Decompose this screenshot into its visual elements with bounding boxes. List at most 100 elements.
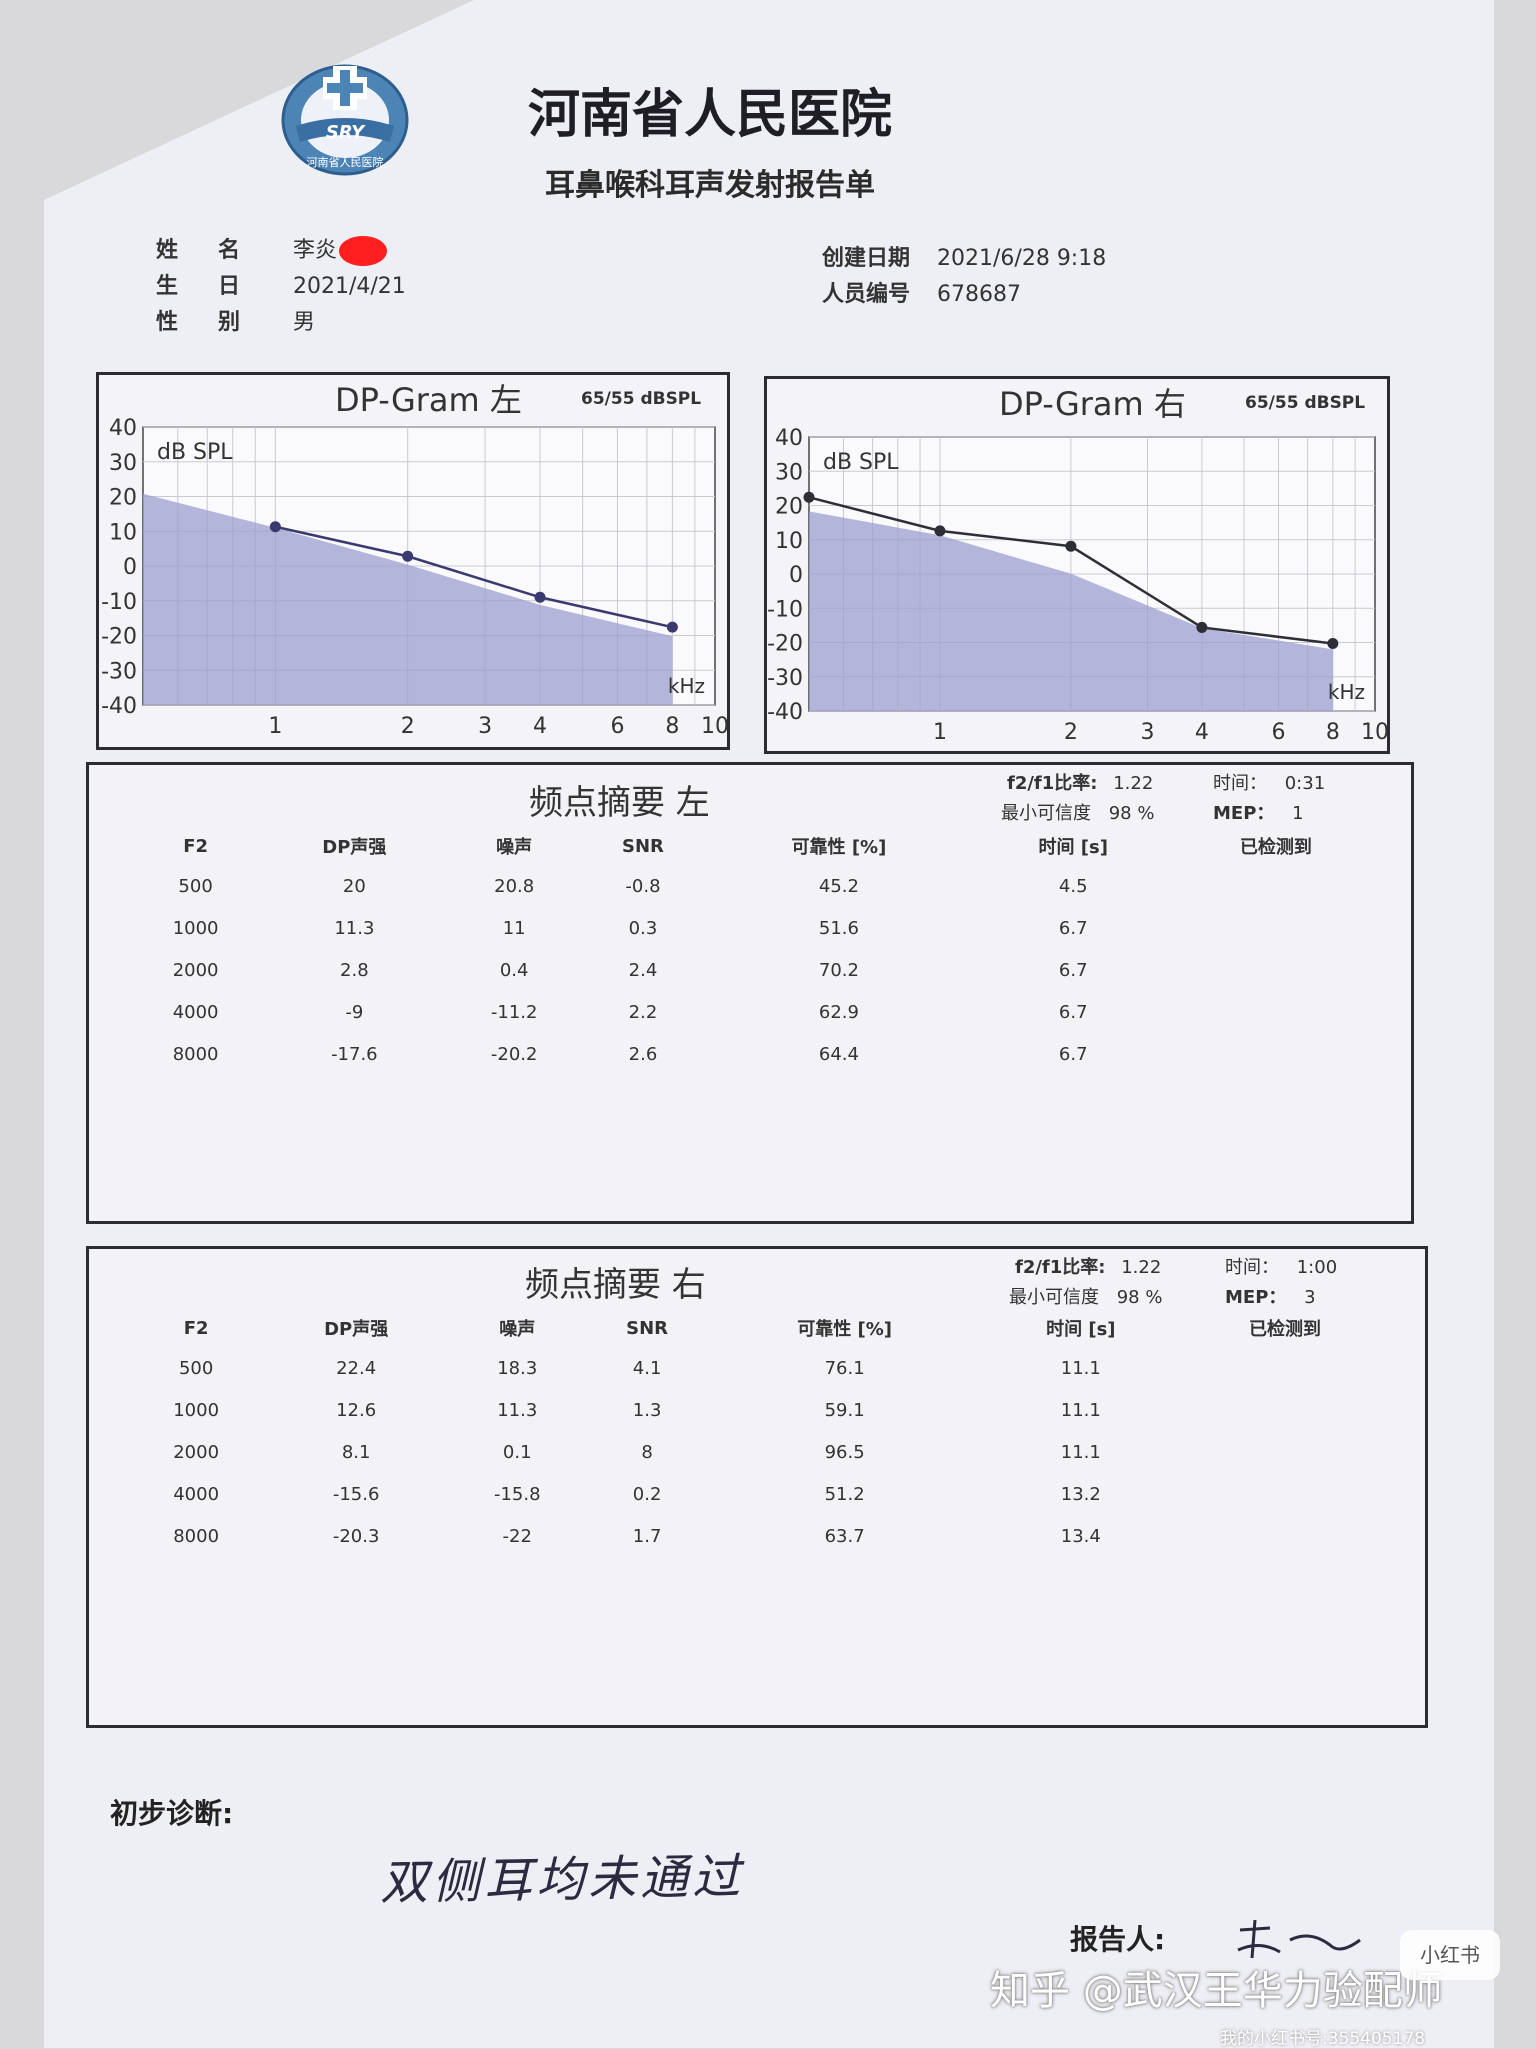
summary-right-cell-1-3: 1.3 xyxy=(632,1399,662,1421)
y-tick-label: -40 xyxy=(767,700,803,725)
summary-left-cell-1-6 xyxy=(1173,907,1379,949)
watermark-main: 知乎 @武汉王华力验配师 xyxy=(990,1968,1443,2014)
summary-left-cell-2-0: 2000 xyxy=(172,959,219,981)
dpgram-left-subtitle: 65/55 dBSPL xyxy=(581,389,702,409)
mep-value: 3 xyxy=(1304,1287,1316,1308)
noise-area xyxy=(809,511,1333,711)
created-label: 创建日期 xyxy=(822,246,911,271)
dpgram-right-title: DP-Gram 右 xyxy=(999,385,1186,423)
summary-left-cell-4-1: -17.6 xyxy=(331,1043,378,1065)
mep-label: MEP： xyxy=(1213,803,1275,824)
y-tick-label: -10 xyxy=(101,590,137,615)
summary-left-cell-1-5: 6.7 xyxy=(1058,917,1088,939)
summary-left-header-5: 时间 [s] xyxy=(1038,837,1108,858)
x-tick-label: 3 xyxy=(478,714,492,739)
x-tick-label: 10 xyxy=(1361,720,1387,745)
name-label: 姓名 xyxy=(156,238,281,263)
y-axis-label: dB SPL xyxy=(823,450,899,475)
x-axis-label: kHz xyxy=(1328,680,1365,704)
summary-left-header-4: 可靠性 [%] xyxy=(791,837,887,858)
mep-label: MEP： xyxy=(1225,1287,1287,1308)
y-tick-label: 10 xyxy=(775,529,803,554)
summary-right-cell-0-3: 4.1 xyxy=(632,1357,662,1379)
summary-left-cell-3-0: 4000 xyxy=(172,1001,219,1023)
x-tick-label: 1 xyxy=(933,720,947,745)
summary-right-cell-0-5: 11.1 xyxy=(1060,1357,1101,1379)
summary-left-cell-4-2: -20.2 xyxy=(490,1043,538,1065)
summary-left-cell-3-4: 62.9 xyxy=(818,1001,859,1023)
summary-right-mep: MEP： 3 xyxy=(1225,1283,1316,1309)
y-axis-label: dB SPL xyxy=(157,440,233,465)
logo-text: SRY xyxy=(326,122,366,143)
summary-right-cell-2-1: 8.1 xyxy=(341,1441,371,1463)
confidence-value: 98 % xyxy=(1108,803,1155,824)
summary-right-cell-3-1: -15.6 xyxy=(332,1483,380,1505)
sex-label: 性别 xyxy=(156,310,281,335)
summary-left-cell-4-5: 6.7 xyxy=(1058,1043,1088,1065)
data-point xyxy=(934,525,946,537)
summary-right-cell-4-5: 13.4 xyxy=(1060,1525,1101,1547)
summary-right-cell-0-4: 76.1 xyxy=(824,1357,865,1379)
dpgram-left-plot: 40 30 20 10 0 -10 -20 -30 -40 1 2 3 4 6 8 10 dB SPL kHz xyxy=(101,416,727,739)
summary-right-header-0: F2 xyxy=(183,1317,209,1339)
summary-left-mep: MEP： 1 xyxy=(1213,799,1304,825)
summary-left-cell-2-5: 6.7 xyxy=(1058,959,1088,981)
confidence-label: 最小可信度 xyxy=(1009,1287,1099,1308)
summary-right-confidence: 最小可信度 98 % xyxy=(1009,1283,1162,1309)
y-tick-label: -30 xyxy=(101,659,137,684)
summary-left-table: F2 DP声强 噪声 SNR 可靠性 [%] 时间 [s] 已检测到 500 20 20.8 -0.… xyxy=(129,827,1379,1075)
data-point xyxy=(402,550,414,562)
report-title: 耳鼻喉科耳声发射报告单 xyxy=(545,168,875,203)
summary-left-header-6: 已检测到 xyxy=(1239,837,1312,858)
ratio-label: f2/f1比率: xyxy=(1015,1257,1106,1278)
summary-left-title: 频点摘要 左 xyxy=(529,783,710,823)
summary-left-cell-1-3: 0.3 xyxy=(628,917,658,939)
summary-right-cell-4-0: 8000 xyxy=(173,1525,220,1547)
summary-left-cell-4-3: 2.6 xyxy=(628,1043,658,1065)
ratio-value: 1.22 xyxy=(1121,1257,1162,1278)
summary-left-cell-0-3: -0.8 xyxy=(625,875,661,897)
y-tick-label: 20 xyxy=(109,486,137,511)
series-line xyxy=(275,525,673,629)
data-point xyxy=(1327,638,1339,650)
table-row: 2000 8.1 0.1 8 96.5 11.1 xyxy=(129,1431,1389,1473)
summary-right-cell-0-1: 22.4 xyxy=(336,1357,377,1379)
summary-left-cell-3-5: 6.7 xyxy=(1058,1001,1088,1023)
x-tick-label: 8 xyxy=(1326,720,1340,745)
table-row: 2000 2.8 0.4 2.4 70.2 6.7 xyxy=(129,949,1379,991)
summary-right-header-2: 噪声 xyxy=(499,1319,536,1340)
summary-left-cell-1-1: 11.3 xyxy=(334,917,375,939)
summary-left-panel: 频点摘要 左 f2/f1比率: 1.22 最小可信度 98 % 时间： 0:31… xyxy=(86,762,1414,1224)
created-value: 2021/6/28 9:18 xyxy=(937,246,1107,271)
y-tick-label: -20 xyxy=(767,632,803,657)
y-tick-label: -20 xyxy=(101,625,137,650)
summary-left-cell-1-2: 11 xyxy=(502,917,526,939)
name-value: 李炎 xyxy=(293,238,338,263)
y-tick-label: 10 xyxy=(109,520,137,545)
summary-left-header-3: SNR xyxy=(622,835,664,857)
summary-right-cell-3-4: 51.2 xyxy=(824,1483,865,1505)
summary-left-ratio: f2/f1比率: 1.22 xyxy=(1007,769,1153,795)
time-label: 时间： xyxy=(1213,773,1267,794)
summary-left-cell-0-1: 20 xyxy=(342,875,366,897)
x-tick-label: 4 xyxy=(533,714,547,739)
summary-left-cell-3-1: -9 xyxy=(345,1001,364,1023)
summary-left-cell-0-2: 20.8 xyxy=(494,875,535,897)
table-row: 500 22.4 18.3 4.1 76.1 11.1 xyxy=(129,1347,1389,1389)
summary-right-cell-4-3: 1.7 xyxy=(632,1525,662,1547)
x-axis-label: kHz xyxy=(668,674,705,698)
y-tick-label: 0 xyxy=(789,563,803,588)
confidence-label: 最小可信度 xyxy=(1001,803,1091,824)
y-tick-label: -40 xyxy=(101,694,137,719)
created-row: 创建日期 2021/6/28 9:18 xyxy=(822,240,1106,272)
summary-right-cell-2-6 xyxy=(1181,1431,1389,1473)
y-tick-label: 30 xyxy=(109,451,137,476)
summary-right-cell-1-2: 11.3 xyxy=(497,1399,538,1421)
summary-left-cell-1-4: 51.6 xyxy=(818,917,859,939)
summary-left-cell-4-6 xyxy=(1173,1033,1379,1075)
summary-right-header-3: SNR xyxy=(626,1317,669,1339)
summary-right-panel: 频点摘要 右 f2/f1比率: 1.22 最小可信度 98 % 时间： 1:00… xyxy=(86,1246,1428,1728)
summary-right-cell-4-6 xyxy=(1181,1515,1389,1557)
summary-left-header-2: 噪声 xyxy=(496,837,533,858)
time-value: 0:31 xyxy=(1284,773,1326,794)
